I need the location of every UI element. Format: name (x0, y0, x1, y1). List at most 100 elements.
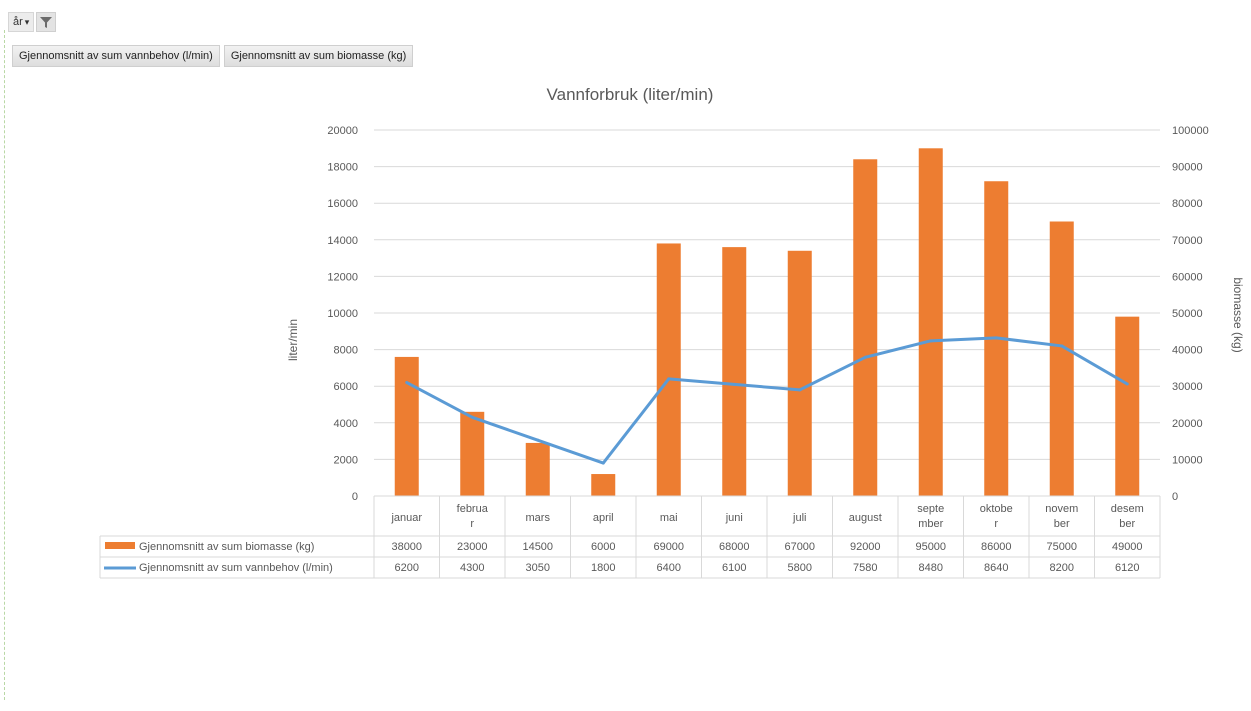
bar (918, 148, 943, 497)
category-label: mber (918, 518, 943, 530)
right-tick-label: 90000 (1172, 162, 1203, 174)
left-tick-label: 20000 (327, 125, 358, 137)
left-tick-label: 4000 (334, 418, 358, 430)
left-tick-label: 6000 (334, 381, 358, 393)
left-tick-label: 12000 (327, 271, 358, 283)
data-label: 7580 (853, 562, 877, 574)
category-label: april (593, 512, 614, 524)
data-label: 6000 (591, 541, 615, 553)
category-label: novem (1045, 503, 1078, 515)
line-point (405, 381, 409, 385)
data-label: 6400 (657, 562, 681, 574)
bar (525, 442, 550, 496)
line-point (470, 415, 474, 419)
line-point (929, 339, 933, 343)
data-label: 75000 (1046, 541, 1077, 553)
filter-bar: år ▾ (8, 12, 57, 32)
frame-border (4, 30, 5, 700)
line-point (601, 461, 605, 465)
right-tick-label: 20000 (1172, 418, 1203, 430)
data-label: 92000 (850, 541, 881, 553)
left-tick-label: 16000 (327, 198, 358, 210)
right-tick-label: 80000 (1172, 198, 1203, 210)
bar-series (394, 148, 1140, 497)
legend-label-bar: Gjennomsnitt av sum biomasse (kg) (139, 541, 314, 553)
line-point (536, 438, 540, 442)
bar (1115, 316, 1140, 496)
data-table: januar februa r mars april mai juni juli august s… (99, 495, 1161, 579)
gridlines (374, 129, 1160, 497)
data-label: 69000 (653, 541, 684, 553)
data-label: 5800 (788, 562, 812, 574)
right-tick-label: 60000 (1172, 271, 1203, 283)
data-label: 6200 (395, 562, 419, 574)
category-label: januar (390, 512, 422, 524)
line-point (1060, 344, 1064, 348)
bar (787, 250, 812, 496)
legend-label-line: Gjennomsnitt av sum vannbehov (l/min) (139, 562, 333, 574)
value-button-vannbehov[interactable]: Gjennomsnitt av sum vannbehov (l/min) (12, 45, 220, 67)
year-field-label: år (13, 16, 23, 28)
category-label: septe (917, 503, 944, 515)
line-point (667, 377, 671, 381)
right-tick-label: 50000 (1172, 308, 1203, 320)
category-label: juli (792, 512, 806, 524)
left-tick-label: 0 (352, 491, 358, 503)
data-label: 8480 (919, 562, 943, 574)
bar (591, 474, 616, 496)
right-tick-label: 100000 (1172, 125, 1209, 137)
left-axis-ticks: 0 2000 4000 6000 8000 10000 12000 14000 16000 180… (327, 125, 358, 503)
category-label: mars (526, 512, 551, 524)
right-tick-label: 40000 (1172, 345, 1203, 357)
data-label: 3050 (526, 562, 550, 574)
left-tick-label: 2000 (334, 454, 358, 466)
bar (656, 243, 681, 496)
right-tick-label: 0 (1172, 491, 1178, 503)
bar (394, 356, 419, 496)
year-field-button[interactable]: år ▾ (8, 12, 35, 32)
line-point (994, 336, 998, 340)
line-point (732, 382, 736, 386)
data-label: 8200 (1050, 562, 1074, 574)
bar (1049, 221, 1074, 496)
data-label: 23000 (457, 541, 488, 553)
data-label: 6120 (1115, 562, 1139, 574)
data-label: 14500 (522, 541, 553, 553)
category-label: juni (725, 512, 743, 524)
data-label: 6100 (722, 562, 746, 574)
right-axis-label: biomasse (kg) (1231, 277, 1245, 352)
value-field-bar: Gjennomsnitt av sum vannbehov (l/min) Gj… (12, 45, 414, 67)
data-label: 86000 (981, 541, 1012, 553)
category-label: r (470, 518, 474, 530)
data-label: 4300 (460, 562, 484, 574)
line-point (1125, 382, 1129, 386)
line-point (863, 355, 867, 359)
filter-icon[interactable] (36, 12, 57, 32)
left-tick-label: 14000 (327, 235, 358, 247)
category-label: ber (1119, 518, 1135, 530)
category-label: desem (1111, 503, 1144, 515)
data-label: 1800 (591, 562, 615, 574)
category-label: ber (1054, 518, 1070, 530)
left-tick-label: 10000 (327, 308, 358, 320)
bar (722, 247, 747, 496)
data-label: 95000 (915, 541, 946, 553)
value-button-biomasse[interactable]: Gjennomsnitt av sum biomasse (kg) (223, 45, 414, 67)
data-label: 67000 (784, 541, 815, 553)
data-label: 38000 (391, 541, 422, 553)
data-label: 8640 (984, 562, 1008, 574)
left-tick-label: 8000 (334, 345, 358, 357)
series-line (406, 336, 1129, 465)
line-series (405, 336, 1129, 465)
category-label: august (849, 512, 882, 524)
right-axis-ticks: 0 10000 20000 30000 40000 50000 60000 70000 8000… (1172, 125, 1209, 503)
right-tick-label: 10000 (1172, 454, 1203, 466)
left-tick-label: 18000 (327, 162, 358, 174)
right-tick-label: 30000 (1172, 381, 1203, 393)
legend-key-bar (105, 542, 135, 549)
bar (460, 411, 485, 496)
bar (853, 159, 878, 496)
category-label: februa (457, 503, 489, 515)
data-label: 68000 (719, 541, 750, 553)
